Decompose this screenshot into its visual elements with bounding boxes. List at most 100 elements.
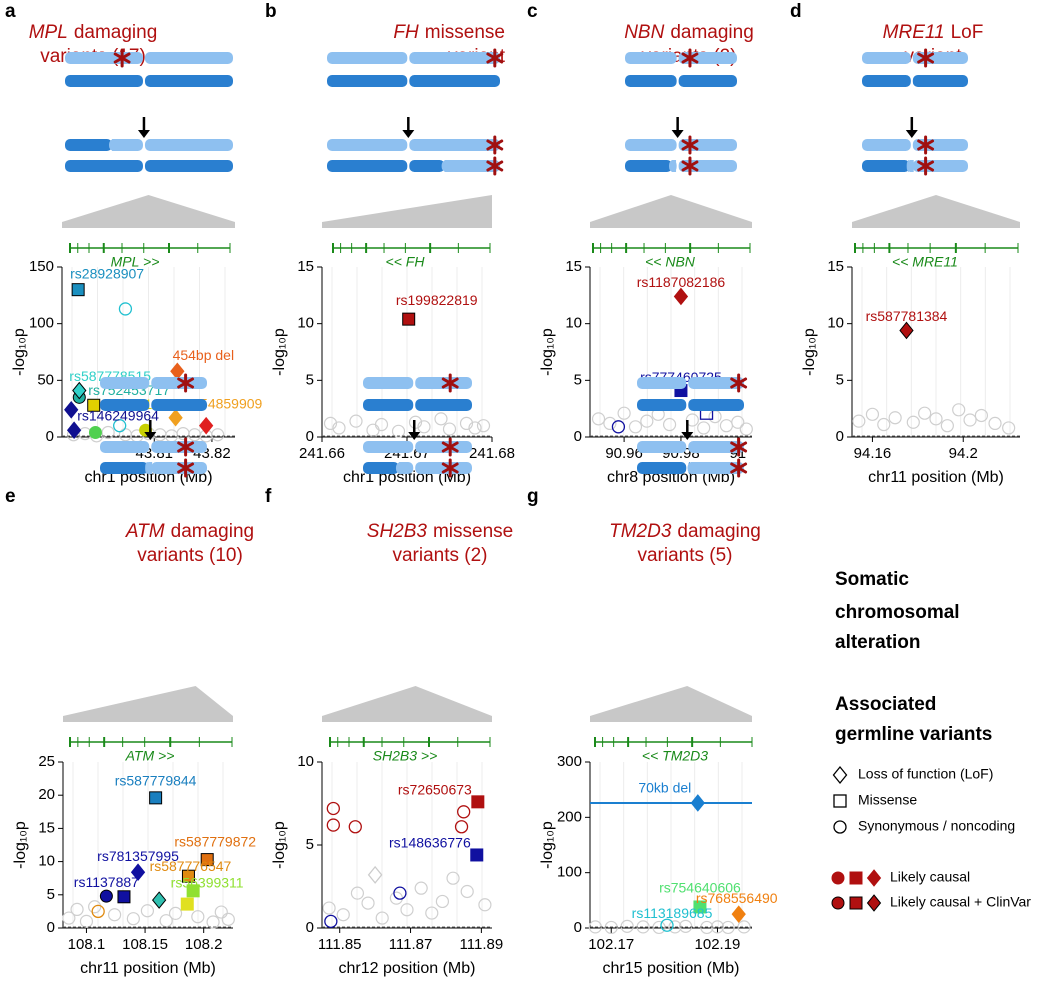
background-point xyxy=(988,416,1002,430)
chromosome xyxy=(327,75,408,87)
background-point xyxy=(719,419,734,433)
variant-point xyxy=(181,869,195,883)
panel-title: TM2D3 damaging xyxy=(609,521,761,542)
chromosome xyxy=(687,462,744,474)
x-tick-label: 90.96 xyxy=(605,445,643,462)
star-stroke xyxy=(730,462,748,474)
variant-point xyxy=(117,890,131,904)
star-stroke xyxy=(486,52,504,64)
x-tick-label: 108.15 xyxy=(122,936,168,953)
side-label: chromosomal xyxy=(835,602,960,623)
chromosome xyxy=(363,441,414,453)
legend-label: Likely causal + ClinVar xyxy=(890,894,1031,910)
x-axis-label: chr12 position (Mb) xyxy=(339,960,476,977)
chromosome xyxy=(862,160,910,172)
x-tick-label: 111.87 xyxy=(389,936,433,953)
chromosome xyxy=(398,462,403,474)
y-axis-label: -log₁₀p xyxy=(539,821,556,869)
chromosome xyxy=(327,139,408,151)
background-point xyxy=(918,406,932,420)
background-point xyxy=(188,428,202,442)
x-axis-label: chr15 position (Mb) xyxy=(603,960,740,977)
variant-point xyxy=(731,905,746,923)
background-point xyxy=(603,416,617,430)
side-label: germline variants xyxy=(835,724,992,745)
variant-point xyxy=(393,886,407,900)
y-tick-label: 300 xyxy=(557,753,582,770)
y-axis-label: -log₁₀p xyxy=(801,328,818,376)
star-stroke xyxy=(177,377,195,389)
background-point xyxy=(336,908,350,922)
legend-label: Loss of function (LoF) xyxy=(858,766,993,782)
side-label: Associated xyxy=(835,694,936,715)
variant-label: rs587781384 xyxy=(866,308,948,324)
chromosome xyxy=(100,377,150,389)
background-point xyxy=(425,906,439,920)
y-axis-label: -log₁₀p xyxy=(271,821,288,869)
chromosome xyxy=(109,139,143,151)
background-point xyxy=(191,910,205,924)
chromosome xyxy=(688,441,744,453)
background-point xyxy=(591,412,606,426)
variant-point xyxy=(180,897,194,911)
panel-letter: e xyxy=(5,486,16,507)
background-point xyxy=(731,415,745,429)
gene-label: SH2B3 >> xyxy=(373,748,438,764)
chromosome xyxy=(144,52,233,64)
variant-star xyxy=(441,458,459,478)
background-point xyxy=(62,911,76,925)
variant-star xyxy=(681,48,699,68)
chromosome xyxy=(363,377,414,389)
chromosome xyxy=(144,75,233,87)
legend-marker xyxy=(831,896,845,910)
variant-label: rs72650673 xyxy=(398,782,472,798)
star-stroke xyxy=(441,441,459,453)
title-text: LoF xyxy=(951,22,984,43)
variant-point xyxy=(130,863,146,882)
background-point xyxy=(159,914,173,928)
chromosome xyxy=(862,139,911,151)
variant-point xyxy=(367,865,383,884)
variant-point xyxy=(454,820,469,834)
panel-title: variants (10) xyxy=(137,545,243,566)
star-stroke xyxy=(681,160,699,172)
background-point xyxy=(361,896,375,910)
side-label: Somatic xyxy=(835,569,909,590)
chromosome xyxy=(148,462,153,474)
variant-star xyxy=(681,135,699,155)
background-point xyxy=(88,900,102,914)
arrow-head xyxy=(681,432,694,440)
y-tick-label: 5 xyxy=(574,371,582,388)
panel-letter: b xyxy=(265,1,277,22)
background-point xyxy=(628,420,643,434)
y-tick-label: 5 xyxy=(306,836,314,853)
star-stroke xyxy=(113,52,131,64)
chromosome xyxy=(409,75,500,87)
title-gene: TM2D3 xyxy=(609,521,672,542)
panel-title: ATM damaging xyxy=(125,521,254,542)
chromosome xyxy=(678,75,737,87)
chromosome xyxy=(65,52,143,64)
legend-marker xyxy=(832,765,848,785)
variant-star xyxy=(441,437,459,457)
star-stroke xyxy=(441,462,459,474)
chromosome xyxy=(151,399,207,411)
y-tick-label: 15 xyxy=(297,258,314,275)
chromosome xyxy=(625,139,677,151)
x-axis-label: chr11 position (Mb) xyxy=(868,469,1004,486)
chromosome xyxy=(395,462,414,474)
variant-star xyxy=(681,156,699,176)
chromosome xyxy=(637,377,687,389)
background-point xyxy=(101,425,115,440)
variant-label: 70kb del xyxy=(638,780,691,796)
title-gene: FH xyxy=(393,22,419,43)
chromosome xyxy=(327,160,408,172)
y-tick-label: 10 xyxy=(297,315,314,332)
background-point xyxy=(176,427,190,441)
variant-star xyxy=(486,48,504,68)
gene-label: ATM >> xyxy=(125,748,175,764)
panel-title: MPL damaging xyxy=(29,22,158,43)
background-point xyxy=(391,424,406,438)
panel-letter: d xyxy=(790,1,802,22)
chromosome xyxy=(672,160,677,172)
